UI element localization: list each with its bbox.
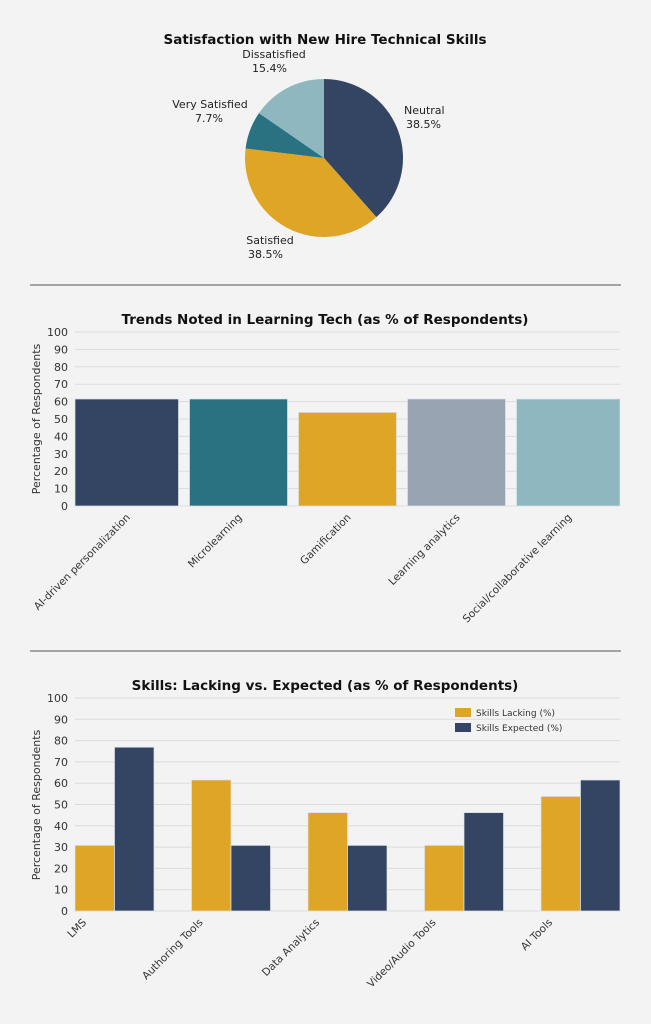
y-tick-label: 60 xyxy=(54,777,68,790)
bar-microlearning xyxy=(189,398,288,507)
y-tick-label: 0 xyxy=(61,905,68,918)
bar-expected xyxy=(114,746,155,912)
pie-slice-dissatisfied xyxy=(258,79,324,158)
y-tick-label: 40 xyxy=(54,430,68,443)
pie-slice-very-satisfied xyxy=(245,113,324,158)
pie-value-label: 38.5% xyxy=(406,118,441,131)
x-tick-label: Learning analytics xyxy=(386,512,462,588)
y-tick-label: 30 xyxy=(54,448,68,461)
pie-label: Neutral xyxy=(404,104,445,117)
trends-bar-chart: Trends Noted in Learning Tech (as % of R… xyxy=(30,312,621,626)
legend-swatch xyxy=(455,708,471,717)
pie-value-label: 38.5% xyxy=(248,248,283,261)
y-tick-label: 80 xyxy=(54,361,68,374)
pie-label: Satisfied xyxy=(246,234,294,247)
skills-bar-chart: Skills: Lacking vs. Expected (as % of Re… xyxy=(30,678,621,991)
x-tick-label: Authoring Tools xyxy=(140,917,206,983)
x-tick-label: Social/collaborative learning xyxy=(461,512,575,626)
x-tick-label: LMS xyxy=(65,916,89,940)
bar-lacking xyxy=(307,812,348,912)
y-tick-label: 70 xyxy=(54,756,68,769)
y-tick-label: 10 xyxy=(54,483,68,496)
x-tick-label: AI Tools xyxy=(519,917,555,953)
y-tick-label: 40 xyxy=(54,820,68,833)
y-tick-label: 80 xyxy=(54,735,68,748)
y-tick-label: 90 xyxy=(54,343,68,356)
pie-slice-satisfied xyxy=(245,148,377,238)
legend-label: Skills Lacking (%) xyxy=(476,709,555,719)
y-tick-label: 70 xyxy=(54,378,68,391)
bar-gamification xyxy=(298,412,397,507)
bar-lacking xyxy=(74,845,115,912)
x-tick-label: Microlearning xyxy=(186,512,245,571)
bar-expected xyxy=(230,845,271,912)
bar-learning-analytics xyxy=(407,398,506,507)
bar-lacking xyxy=(424,845,465,912)
pie-title: Satisfaction with New Hire Technical Ski… xyxy=(163,32,486,48)
y-tick-label: 20 xyxy=(54,465,68,478)
bar-expected xyxy=(463,812,504,912)
y-tick-label: 60 xyxy=(54,396,68,409)
y-tick-label: 50 xyxy=(54,799,68,812)
bar-social-collaborative-learning xyxy=(516,398,621,507)
bar-lacking xyxy=(540,796,581,912)
trends-y-axis-label: Percentage of Respondents xyxy=(30,343,43,494)
skills-title: Skills: Lacking vs. Expected (as % of Re… xyxy=(132,678,519,694)
pie-label: Dissatisfied xyxy=(242,48,306,61)
x-tick-label: AI-driven personalization xyxy=(32,512,133,613)
y-tick-label: 20 xyxy=(54,862,68,875)
y-tick-label: 10 xyxy=(54,884,68,897)
pie-slice-neutral xyxy=(324,79,404,218)
pie-value-label: 15.4% xyxy=(252,62,287,75)
x-tick-label: Gamification xyxy=(298,512,354,568)
y-tick-label: 90 xyxy=(54,713,68,726)
y-tick-label: 50 xyxy=(54,413,68,426)
y-tick-label: 100 xyxy=(47,692,68,705)
bar-ai-driven-personalization xyxy=(74,398,179,507)
pie-chart: Satisfaction with New Hire Technical Ski… xyxy=(163,32,486,261)
skills-y-axis-label: Percentage of Respondents xyxy=(30,729,43,880)
y-tick-label: 100 xyxy=(47,326,68,339)
legend-swatch xyxy=(455,723,471,732)
legend: Skills Lacking (%) Skills Expected (%) xyxy=(455,708,562,734)
trends-title: Trends Noted in Learning Tech (as % of R… xyxy=(122,312,529,328)
pie-value-label: 7.7% xyxy=(195,112,223,125)
legend-label: Skills Expected (%) xyxy=(476,724,562,734)
pie-label: Very Satisfied xyxy=(172,98,247,111)
bar-expected xyxy=(580,779,621,912)
bar-lacking xyxy=(191,779,232,912)
bar-expected xyxy=(347,845,388,912)
x-tick-label: Data Analytics xyxy=(260,917,322,979)
x-tick-label: Video/Audio Tools xyxy=(365,917,439,991)
y-tick-label: 30 xyxy=(54,841,68,854)
y-tick-label: 0 xyxy=(61,500,68,513)
